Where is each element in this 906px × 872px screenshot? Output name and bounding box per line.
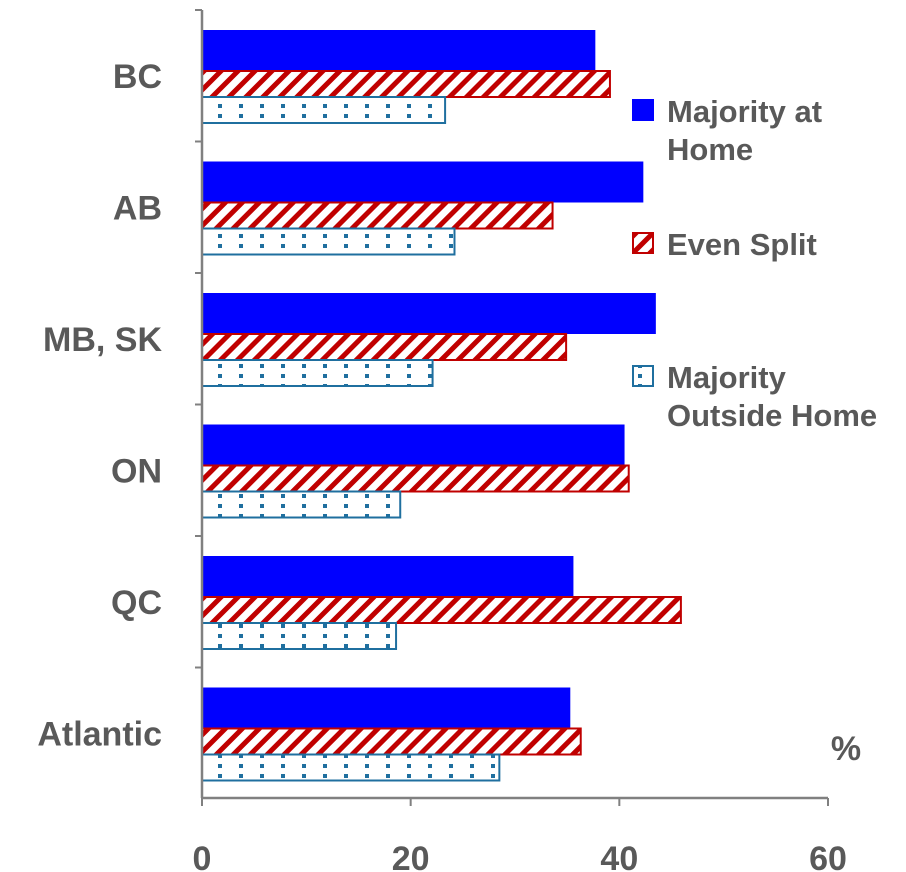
bar-mb-sk-series-3: [201, 359, 434, 387]
category-label: BC: [113, 58, 162, 96]
bar-qc-series-1: [202, 556, 574, 597]
x-tick-label: 20: [392, 840, 430, 872]
x-tick-label: 40: [600, 840, 638, 872]
bar-ab-series-2: [201, 201, 554, 230]
bar-ab-series-1: [202, 161, 644, 203]
bar-atlantic-series-2: [201, 727, 582, 756]
category-label: QC: [111, 584, 162, 622]
bar-atlantic-series-3: [201, 753, 501, 782]
bar-ab-series-3: [201, 227, 456, 256]
bar-bc-series-2: [201, 70, 611, 98]
unit-label: %: [831, 730, 861, 768]
bar-qc-series-3: [201, 622, 398, 650]
legend: Majority at Home Even Split Majority Outside…: [632, 94, 877, 433]
category-label: AB: [113, 189, 162, 227]
legend-swatch-1: [632, 99, 654, 121]
bar-mb-sk-series-1: [202, 293, 656, 334]
bar-mb-sk-series-2: [201, 333, 568, 361]
category-label: ON: [111, 452, 162, 490]
legend-swatch-2: [632, 232, 654, 254]
legend-label-1: Majority at Home: [667, 94, 822, 167]
category-label: Atlantic: [37, 715, 162, 753]
bar-on-series-2: [201, 464, 630, 493]
plot-area: BC AB MB, SK ON QC Atlantic 0 20 40 60%: [37, 9, 861, 872]
x-tick-label: 60: [809, 840, 847, 872]
bar-on-series-1: [202, 424, 625, 466]
bar-on-series-3: [201, 490, 402, 519]
x-tick-label: 0: [193, 840, 212, 872]
legend-label-2: Even Split: [667, 227, 817, 262]
bar-qc-series-2: [201, 596, 682, 624]
bar-bc-series-1: [202, 30, 596, 71]
bar-bc-series-3: [201, 96, 447, 124]
legend-label-3: Majority Outside Home: [667, 360, 877, 433]
legend-swatch-3: [632, 365, 654, 387]
category-label: MB, SK: [43, 321, 162, 359]
bar-atlantic-series-1: [202, 687, 571, 729]
